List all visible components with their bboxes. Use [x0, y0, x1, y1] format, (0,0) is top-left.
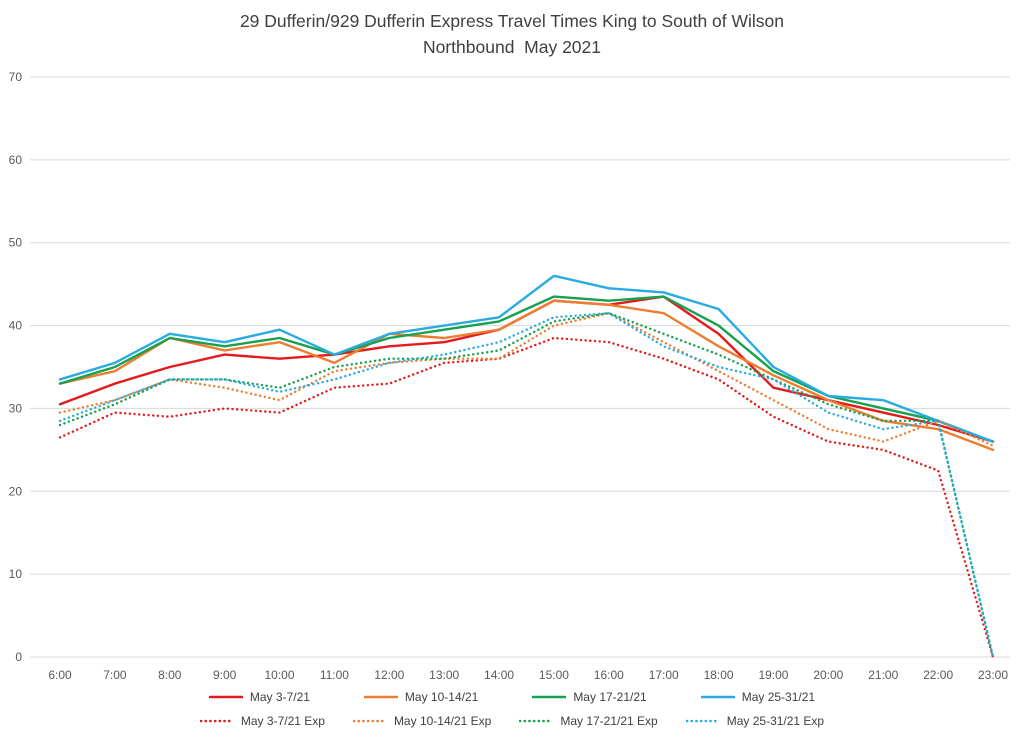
x-axis-tick-label: 23:00	[978, 668, 1008, 682]
travel-times-line-chart: 0 10 20 30 40 50 60 70 6:00 7:00 8:00 9:00 10:00 11:0…	[9, 70, 1010, 682]
y-axis-tick-label: 0	[15, 650, 22, 664]
y-axis-tick-label: 10	[9, 567, 23, 581]
legend-line-sample-may-10-14-21-exp	[352, 719, 387, 723]
legend-line-sample-may-3-7-21	[208, 695, 243, 699]
series-line-may-10-14-21	[58, 299, 995, 452]
series-line-may-3-7-21	[58, 295, 995, 443]
legend-item-may-17-21-21-exp: May 17-21/21 Exp	[519, 714, 658, 728]
x-axis-tick-label: 7:00	[103, 668, 127, 682]
series-line-may-3-7-21-exp	[58, 336, 995, 659]
legend-label-may-10-14-21: May 10-14/21	[404, 690, 479, 704]
chart-title: 29 Dufferin/929 Dufferin Express Travel …	[0, 8, 1024, 60]
y-axis-tick-label: 60	[9, 153, 23, 167]
y-axis-tick-label: 30	[9, 401, 23, 415]
x-axis-tick-label: 22:00	[923, 668, 953, 682]
legend-label-may-17-21-21: May 17-21/21	[573, 690, 647, 704]
legend-label-may-25-31-21: May 25-31/21	[741, 690, 816, 704]
legend-line-sample-may-10-14-21	[363, 695, 398, 699]
legend-label-may-3-7-21: May 3-7/21	[249, 690, 310, 704]
chart-title-line1: 29 Dufferin/929 Dufferin Express Travel …	[239, 11, 785, 31]
x-axis-tick-label: 6:00	[48, 668, 72, 682]
legend-line-sample-may-17-21-21	[532, 695, 567, 699]
legend-item-may-10-14-21-exp: May 10-14/21 Exp	[352, 714, 492, 728]
x-axis-tick-label: 20:00	[813, 668, 843, 682]
legend-item-may-3-7-21-exp: May 3-7/21 Exp	[199, 714, 325, 728]
x-axis-tick-label: 8:00	[158, 668, 182, 682]
series-line-may-25-31-21	[58, 274, 995, 443]
legend-item-may-3-7-21: May 3-7/21	[208, 690, 310, 704]
x-axis-tick-label: 17:00	[649, 668, 679, 682]
legend-line-sample-may-17-21-21-exp	[519, 719, 554, 723]
legend-label-may-10-14-21-exp: May 10-14/21 Exp	[393, 714, 492, 728]
legend-label-may-3-7-21-exp: May 3-7/21 Exp	[240, 714, 325, 728]
x-axis-tick-label: 10:00	[265, 668, 295, 682]
legend-item-may-25-31-21-exp: May 25-31/21 Exp	[685, 714, 825, 728]
series-line-may-25-31-21-exp	[58, 311, 995, 659]
legend-row-solid: May 3-7/21 May 10-14/21 May 17-21/21 May 25…	[0, 690, 1024, 704]
x-axis-tick-label: 13:00	[429, 668, 459, 682]
x-axis-tick-label: 12:00	[374, 668, 404, 682]
legend-label-may-25-31-21-exp: May 25-31/21 Exp	[726, 714, 825, 728]
legend-line-sample-may-25-31-21-exp	[685, 719, 720, 723]
x-axis-tick-label: 9:00	[213, 668, 237, 682]
y-axis-tick-label: 40	[9, 319, 23, 333]
x-axis-tick-label: 11:00	[320, 668, 349, 682]
y-axis-tick-label: 20	[9, 484, 23, 498]
x-axis-tick-label: 19:00	[758, 668, 788, 682]
x-axis-tick-label: 14:00	[484, 668, 514, 682]
chart-legend: May 3-7/21 May 10-14/21 May 17-21/21 May 25…	[0, 690, 1024, 728]
legend-line-sample-may-25-31-21	[700, 695, 735, 699]
legend-row-dotted: May 3-7/21 Exp May 10-14/21 Exp May 17-21/…	[0, 714, 1024, 728]
legend-item-may-17-21-21: May 17-21/21	[532, 690, 647, 704]
legend-line-sample-may-3-7-21-exp	[199, 719, 234, 723]
legend-label-may-17-21-21-exp: May 17-21/21 Exp	[560, 714, 658, 728]
x-axis-tick-label: 21:00	[868, 668, 898, 682]
x-axis-tick-label: 15:00	[539, 668, 569, 682]
y-axis-tick-label: 50	[9, 236, 23, 250]
series-line-may-17-21-21-exp	[58, 311, 995, 659]
legend-item-may-25-31-21: May 25-31/21	[700, 690, 816, 704]
x-axis-tick-label: 16:00	[594, 668, 624, 682]
series-line-may-10-14-21-exp	[58, 311, 995, 447]
y-axis-tick-label: 70	[9, 70, 23, 84]
legend-item-may-10-14-21: May 10-14/21	[363, 690, 479, 704]
chart-title-line2: Northbound May 2021	[422, 37, 602, 57]
x-axis-tick-label: 18:00	[704, 668, 734, 682]
series-line-may-17-21-21	[58, 295, 995, 443]
